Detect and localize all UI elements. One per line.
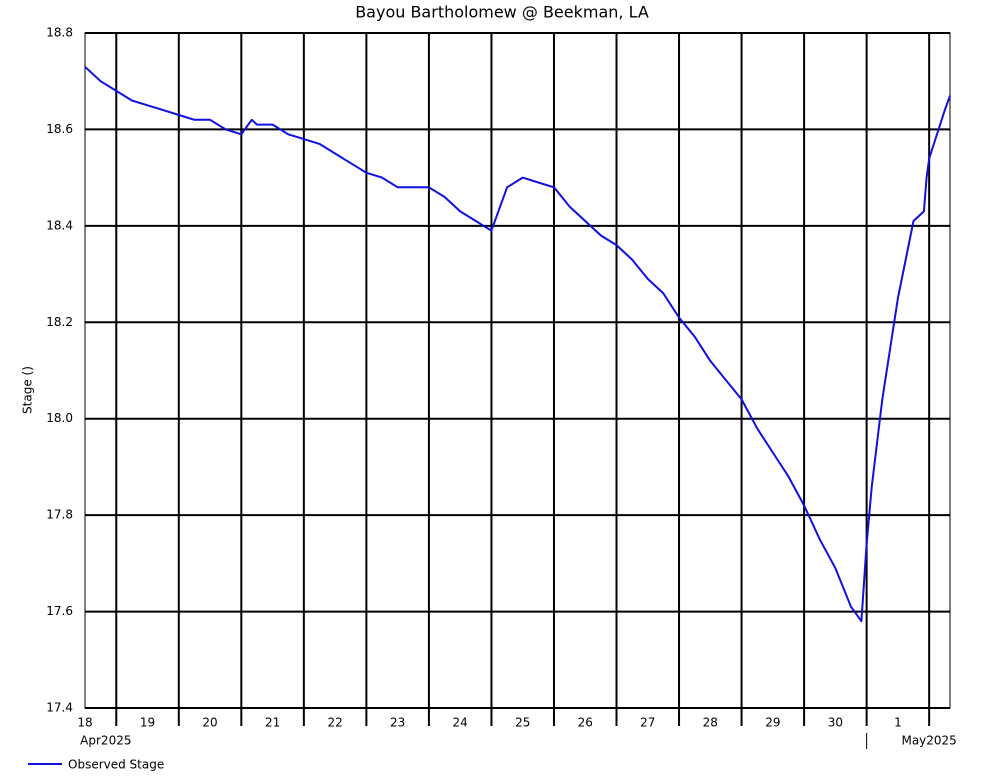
y-tick-label: 17.8 (46, 508, 73, 522)
x-tick-label: 29 (765, 716, 780, 730)
data-line (84, 66, 951, 623)
chart-title: Bayou Bartholomew @ Beekman, LA (355, 3, 649, 22)
x-tick-label: 24 (453, 716, 468, 730)
x-tick-label: 23 (390, 716, 405, 730)
legend-label: Observed Stage (68, 758, 164, 772)
y-tick-label: 18.8 (46, 26, 73, 40)
x-tick-label: 18 (77, 716, 92, 730)
x-tick-label: 25 (515, 716, 530, 730)
x-tick-label: 26 (578, 716, 593, 730)
y-tick-label: 18.2 (46, 315, 73, 329)
x-tick-label: 30 (828, 716, 843, 730)
x-tick-label: 19 (140, 716, 155, 730)
y-tick-label: 18.0 (46, 411, 73, 425)
month-label: Apr2025 (80, 734, 131, 748)
plot-area (84, 32, 951, 709)
y-tick-label: 17.4 (46, 701, 73, 715)
x-tick-label: 28 (703, 716, 718, 730)
x-tick-label: 22 (327, 716, 342, 730)
x-tick-label: 27 (640, 716, 655, 730)
y-tick-label: 18.6 (46, 122, 73, 136)
x-tick-label: 21 (265, 716, 280, 730)
x-tick-label: 1 (894, 716, 902, 730)
y-tick-label: 18.4 (46, 218, 73, 232)
x-tick-label: 20 (202, 716, 217, 730)
y-tick-label: 17.6 (46, 604, 73, 618)
month-label: May2025 (901, 734, 956, 748)
y-axis-label: Stage () (21, 366, 35, 414)
